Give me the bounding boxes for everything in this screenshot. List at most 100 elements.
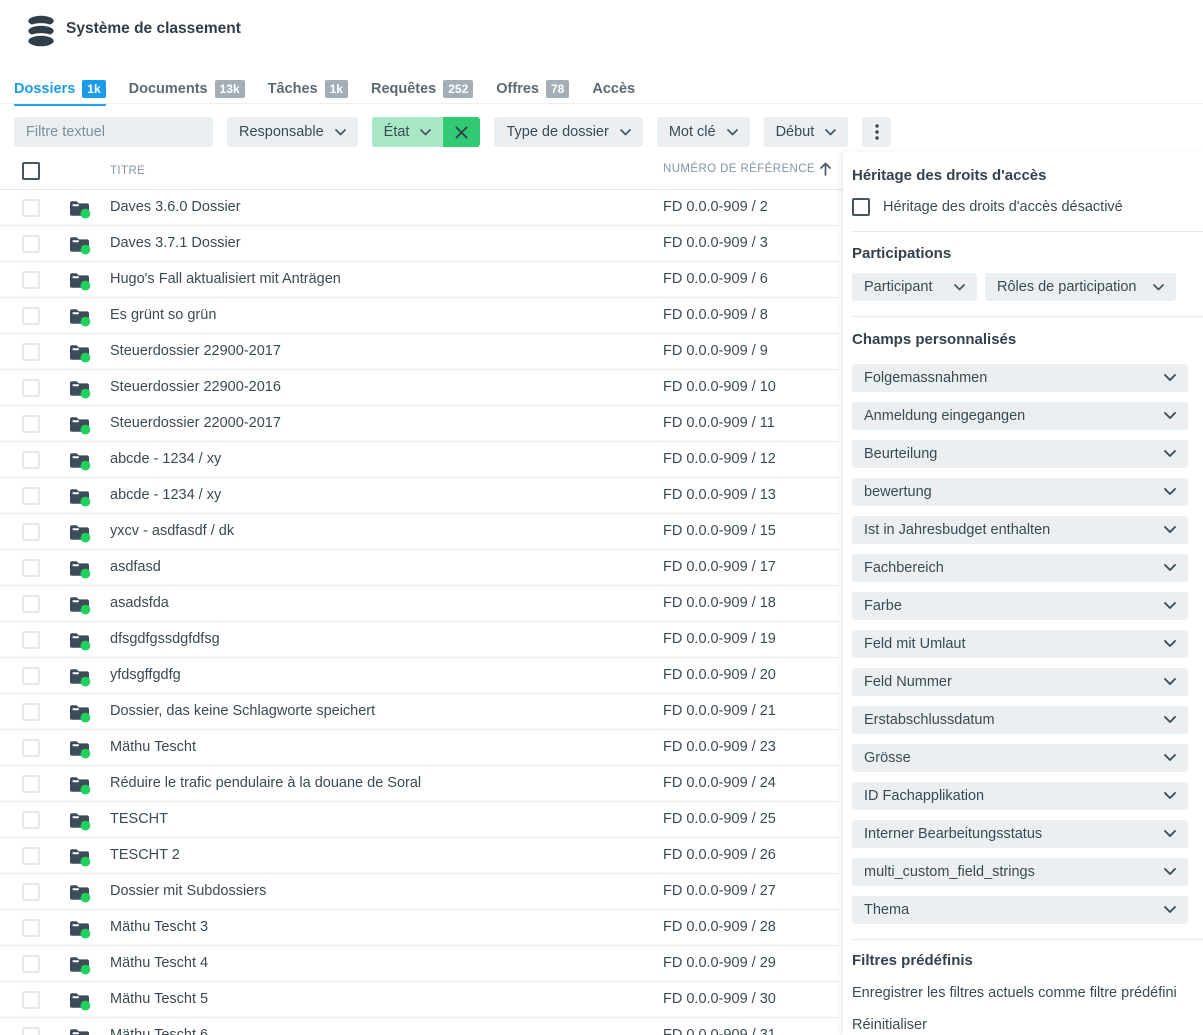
row-checkbox[interactable] bbox=[22, 955, 40, 973]
custom-field-dropdown[interactable]: ID Fachapplikation bbox=[852, 782, 1188, 810]
table-row[interactable]: yxcv - asdfasdf / dk FD 0.0.0-909 / 15 bbox=[0, 514, 839, 550]
custom-field-label: Interner Bearbeitungsstatus bbox=[864, 826, 1043, 842]
filter-dropdown-type-de-dossier[interactable]: Type de dossier bbox=[494, 117, 643, 147]
access-rights-disabled-checkbox[interactable] bbox=[852, 198, 870, 216]
custom-field-dropdown[interactable]: Interner Bearbeitungsstatus bbox=[852, 820, 1188, 848]
custom-field-dropdown[interactable]: Beurteilung bbox=[852, 440, 1188, 468]
participation-roles-dropdown[interactable]: Rôles de participation bbox=[985, 273, 1176, 301]
filter-dropdown-responsable[interactable]: Responsable bbox=[227, 117, 358, 147]
custom-field-dropdown[interactable]: Ist in Jahresbudget enthalten bbox=[852, 516, 1188, 544]
text-filter-input[interactable] bbox=[26, 124, 201, 140]
custom-field-dropdown[interactable]: Farbe bbox=[852, 592, 1188, 620]
table-row[interactable]: dfsgdfgssdgfdfsg FD 0.0.0-909 / 19 bbox=[0, 622, 839, 658]
row-checkbox[interactable] bbox=[22, 451, 40, 469]
row-checkbox[interactable] bbox=[22, 199, 40, 217]
row-checkbox[interactable] bbox=[22, 415, 40, 433]
custom-field-dropdown[interactable]: Feld Nummer bbox=[852, 668, 1188, 696]
custom-field-dropdown[interactable]: Folgemassnahmen bbox=[852, 364, 1188, 392]
filter-side-panel: Héritage des droits d'accès Héritage des… bbox=[843, 152, 1203, 1035]
table-row[interactable]: Mäthu Tescht 5 FD 0.0.0-909 / 30 bbox=[0, 982, 839, 1018]
table-row[interactable]: Dossier mit Subdossiers FD 0.0.0-909 / 2… bbox=[0, 874, 839, 910]
table-row[interactable]: Mäthu Tescht 3 FD 0.0.0-909 / 28 bbox=[0, 910, 839, 946]
row-checkbox[interactable] bbox=[22, 919, 40, 937]
custom-field-dropdown[interactable]: multi_custom_field_strings bbox=[852, 858, 1188, 886]
dossier-folder-icon bbox=[70, 309, 91, 327]
more-filters-button[interactable] bbox=[862, 117, 892, 147]
row-checkbox[interactable] bbox=[22, 379, 40, 397]
reset-filters-button[interactable]: Réinitialiser bbox=[852, 1017, 927, 1033]
filter-dropdown-mot-cle[interactable]: Mot clé bbox=[656, 117, 750, 147]
table-row[interactable]: Daves 3.7.1 Dossier FD 0.0.0-909 / 3 bbox=[0, 226, 839, 262]
access-rights-checkbox-label: Héritage des droits d'accès désactivé bbox=[883, 199, 1123, 215]
filter-dropdown-debut[interactable]: Début bbox=[763, 117, 849, 147]
tab[interactable]: Dossiers 1k bbox=[14, 80, 106, 106]
table-row[interactable]: Es grünt so grün FD 0.0.0-909 / 8 bbox=[0, 298, 839, 334]
custom-field-dropdown[interactable]: Erstabschlussdatum bbox=[852, 706, 1188, 734]
table-row[interactable]: abcde - 1234 / xy FD 0.0.0-909 / 13 bbox=[0, 478, 839, 514]
tab[interactable]: Accès bbox=[592, 80, 635, 104]
select-all-checkbox[interactable] bbox=[22, 162, 40, 180]
tab[interactable]: Offres 78 bbox=[496, 80, 570, 104]
row-checkbox[interactable] bbox=[22, 667, 40, 685]
row-checkbox[interactable] bbox=[22, 559, 40, 577]
table-row[interactable]: asdfasd FD 0.0.0-909 / 17 bbox=[0, 550, 839, 586]
save-current-filters-button[interactable]: Enregistrer les filtres actuels comme fi… bbox=[852, 985, 1177, 1001]
clear-filter-button[interactable] bbox=[443, 117, 481, 147]
row-checkbox[interactable] bbox=[22, 343, 40, 361]
row-checkbox[interactable] bbox=[22, 631, 40, 649]
row-checkbox[interactable] bbox=[22, 811, 40, 829]
table-row[interactable]: Mäthu Tescht 6 FD 0.0.0-909 / 31 bbox=[0, 1018, 839, 1035]
dossier-title: Mäthu Tescht 6 bbox=[110, 1027, 209, 1035]
row-checkbox[interactable] bbox=[22, 271, 40, 289]
custom-field-dropdown[interactable]: Anmeldung eingegangen bbox=[852, 402, 1188, 430]
custom-field-dropdown[interactable]: Feld mit Umlaut bbox=[852, 630, 1188, 658]
table-row[interactable]: yfdsgffgdfg FD 0.0.0-909 / 20 bbox=[0, 658, 839, 694]
row-checkbox[interactable] bbox=[22, 235, 40, 253]
row-checkbox[interactable] bbox=[22, 847, 40, 865]
dossier-folder-icon bbox=[70, 1029, 89, 1035]
tab-label: Dossiers bbox=[14, 81, 76, 97]
row-checkbox[interactable] bbox=[22, 739, 40, 757]
row-checkbox[interactable] bbox=[22, 1027, 40, 1035]
text-filter-chip[interactable] bbox=[14, 117, 213, 147]
chevron-down-icon bbox=[726, 128, 738, 136]
custom-field-dropdown[interactable]: Fachbereich bbox=[852, 554, 1188, 582]
row-checkbox[interactable] bbox=[22, 883, 40, 901]
row-checkbox[interactable] bbox=[22, 307, 40, 325]
table-row[interactable]: Hugo's Fall aktualisiert mit Anträgen FD… bbox=[0, 262, 839, 298]
status-dot bbox=[80, 388, 91, 399]
table-row[interactable]: Réduire le trafic pendulaire à la douane… bbox=[0, 766, 839, 802]
table-row[interactable]: Steuerdossier 22900-2016 FD 0.0.0-909 / … bbox=[0, 370, 839, 406]
table-row[interactable]: TESCHT 2 FD 0.0.0-909 / 26 bbox=[0, 838, 839, 874]
row-checkbox[interactable] bbox=[22, 595, 40, 613]
column-header-titre[interactable]: TITRE bbox=[110, 165, 146, 177]
table-row[interactable]: Mäthu Tescht 4 FD 0.0.0-909 / 29 bbox=[0, 946, 839, 982]
custom-field-dropdown[interactable]: Grösse bbox=[852, 744, 1188, 772]
table-row[interactable]: Steuerdossier 22900-2017 FD 0.0.0-909 / … bbox=[0, 334, 839, 370]
row-checkbox[interactable] bbox=[22, 991, 40, 1009]
dossier-reference: FD 0.0.0-909 / 29 bbox=[663, 955, 776, 971]
participant-dropdown[interactable]: Participant bbox=[852, 273, 977, 301]
table-row[interactable]: abcde - 1234 / xy FD 0.0.0-909 / 12 bbox=[0, 442, 839, 478]
dossier-title: Dossier mit Subdossiers bbox=[110, 883, 267, 899]
filter-dropdown-etat[interactable]: État bbox=[371, 117, 444, 147]
column-header-reference[interactable]: NUMÉRO DE RÉFÉRENCE bbox=[663, 162, 832, 176]
table-row[interactable]: TESCHT FD 0.0.0-909 / 25 bbox=[0, 802, 839, 838]
table-row[interactable]: asadsfda FD 0.0.0-909 / 18 bbox=[0, 586, 839, 622]
table-row[interactable]: Dossier, das keine Schlagworte speichert… bbox=[0, 694, 839, 730]
row-checkbox[interactable] bbox=[22, 487, 40, 505]
row-checkbox[interactable] bbox=[22, 703, 40, 721]
status-dot bbox=[80, 712, 91, 723]
table-row[interactable]: Steuerdossier 22000-2017 FD 0.0.0-909 / … bbox=[0, 406, 839, 442]
tab[interactable]: Documents 13k bbox=[129, 80, 245, 104]
row-checkbox[interactable] bbox=[22, 775, 40, 793]
row-checkbox[interactable] bbox=[22, 523, 40, 541]
dossier-folder-icon bbox=[70, 201, 91, 219]
table-row[interactable]: Daves 3.6.0 Dossier FD 0.0.0-909 / 2 bbox=[0, 190, 839, 226]
tab[interactable]: Tâches 1k bbox=[268, 80, 348, 104]
table-row[interactable]: Mäthu Tescht FD 0.0.0-909 / 23 bbox=[0, 730, 839, 766]
tab[interactable]: Requêtes 252 bbox=[371, 80, 474, 104]
custom-field-dropdown[interactable]: Thema bbox=[852, 896, 1188, 924]
table-body: Daves 3.6.0 Dossier FD 0.0.0-909 / 2 Dav… bbox=[0, 190, 843, 1035]
custom-field-dropdown[interactable]: bewertung bbox=[852, 478, 1188, 506]
